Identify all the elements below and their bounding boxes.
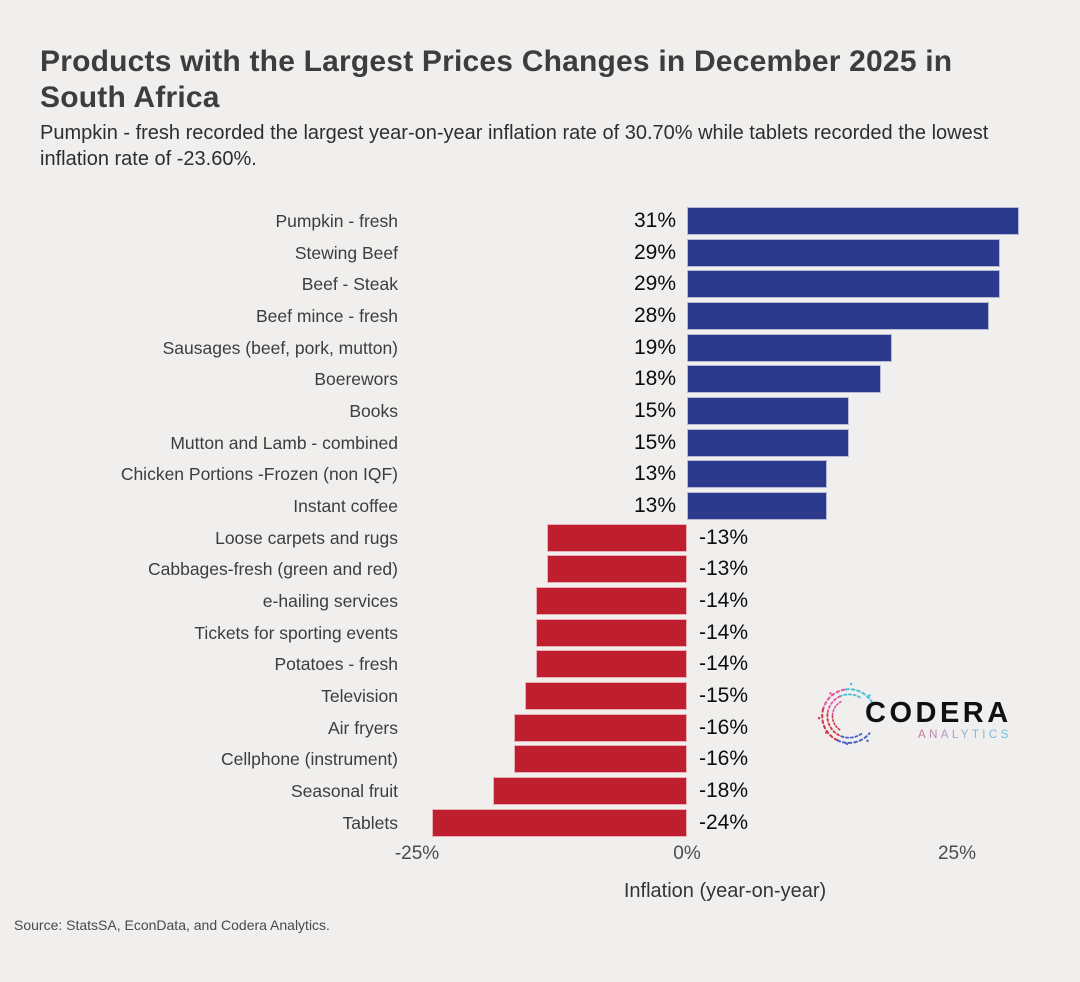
bar bbox=[492, 776, 687, 805]
category-label: Beef mince - fresh bbox=[256, 305, 398, 326]
value-label: 28% bbox=[633, 303, 676, 327]
x-axis-label: Inflation (year-on-year) bbox=[623, 880, 827, 902]
category-label: Air fryers bbox=[328, 717, 398, 738]
logo-wordmark: CODERA bbox=[865, 697, 1012, 729]
category-label: Books bbox=[349, 400, 398, 421]
x-axis-tick: 0% bbox=[673, 843, 701, 864]
value-label: 31% bbox=[633, 209, 676, 232]
category-label: Loose carpets and rugs bbox=[215, 527, 398, 548]
bar bbox=[687, 460, 828, 489]
codera-logo-text: CODERA ANALYTICS bbox=[865, 678, 1012, 742]
value-label: -14% bbox=[699, 652, 749, 676]
value-label: 29% bbox=[633, 240, 676, 264]
codera-logo-icon bbox=[817, 682, 874, 746]
bar bbox=[514, 713, 687, 742]
category-label: e-hailing services bbox=[262, 590, 398, 611]
value-label: 29% bbox=[633, 272, 676, 296]
category-label: Cellphone (instrument) bbox=[220, 749, 398, 770]
category-label: Boerewors bbox=[314, 369, 398, 390]
bar bbox=[687, 333, 893, 362]
bar bbox=[432, 808, 687, 837]
bar bbox=[687, 270, 1001, 299]
value-label: -14% bbox=[699, 588, 749, 612]
value-label: 18% bbox=[633, 367, 676, 391]
bar bbox=[514, 745, 687, 774]
logo-analytics: ANALYTICS bbox=[865, 729, 1012, 741]
bar bbox=[687, 396, 849, 425]
value-label: -15% bbox=[699, 683, 749, 707]
bar bbox=[546, 523, 687, 552]
x-axis-tick: 25% bbox=[937, 843, 977, 864]
value-label: 13% bbox=[633, 462, 676, 486]
bar bbox=[687, 491, 828, 520]
value-label: 19% bbox=[633, 335, 676, 359]
bar bbox=[687, 428, 849, 457]
value-label: 15% bbox=[633, 398, 676, 422]
bar bbox=[546, 555, 687, 584]
category-label: Television bbox=[321, 685, 398, 706]
bar bbox=[535, 650, 687, 679]
value-label: -24% bbox=[699, 810, 749, 834]
bar bbox=[687, 301, 990, 330]
category-label: Stewing Beef bbox=[294, 242, 398, 263]
category-label: Mutton and Lamb - combined bbox=[170, 432, 398, 453]
category-label: Beef - Steak bbox=[301, 274, 398, 295]
value-label: -14% bbox=[699, 620, 749, 644]
x-axis-tick: -25% bbox=[394, 843, 440, 864]
category-label: Cabbages-fresh (green and red) bbox=[147, 559, 398, 580]
value-label: -18% bbox=[699, 778, 749, 802]
category-label: Seasonal fruit bbox=[290, 780, 398, 801]
category-label: Instant coffee bbox=[293, 495, 398, 516]
chart-title: Products with the Largest Prices Changes… bbox=[40, 45, 953, 114]
bar bbox=[535, 586, 687, 615]
category-label: Potatoes - fresh bbox=[274, 654, 398, 675]
value-label: -13% bbox=[699, 557, 749, 581]
category-label: Tickets for sporting events bbox=[194, 622, 398, 643]
value-label: -16% bbox=[699, 715, 749, 739]
category-label: Chicken Portions -Frozen (non IQF) bbox=[120, 464, 398, 485]
category-label: Sausages (beef, pork, mutton) bbox=[162, 337, 398, 358]
chart-subtitle: Pumpkin - fresh recorded the largest yea… bbox=[40, 122, 989, 170]
value-label: 13% bbox=[633, 493, 676, 517]
value-label: 15% bbox=[633, 430, 676, 454]
value-label: -13% bbox=[699, 525, 749, 549]
category-label: Pumpkin - fresh bbox=[275, 211, 398, 231]
bar bbox=[687, 238, 1001, 267]
codera-logo: CODERA ANALYTICS bbox=[816, 678, 1012, 750]
bar bbox=[525, 681, 687, 710]
source-note: Source: StatsSA, EconData, and Codera An… bbox=[14, 917, 330, 933]
bar bbox=[687, 207, 1019, 235]
bar bbox=[687, 365, 882, 394]
category-label: Tablets bbox=[342, 812, 398, 833]
value-label: -16% bbox=[699, 747, 749, 771]
bar bbox=[535, 618, 687, 647]
